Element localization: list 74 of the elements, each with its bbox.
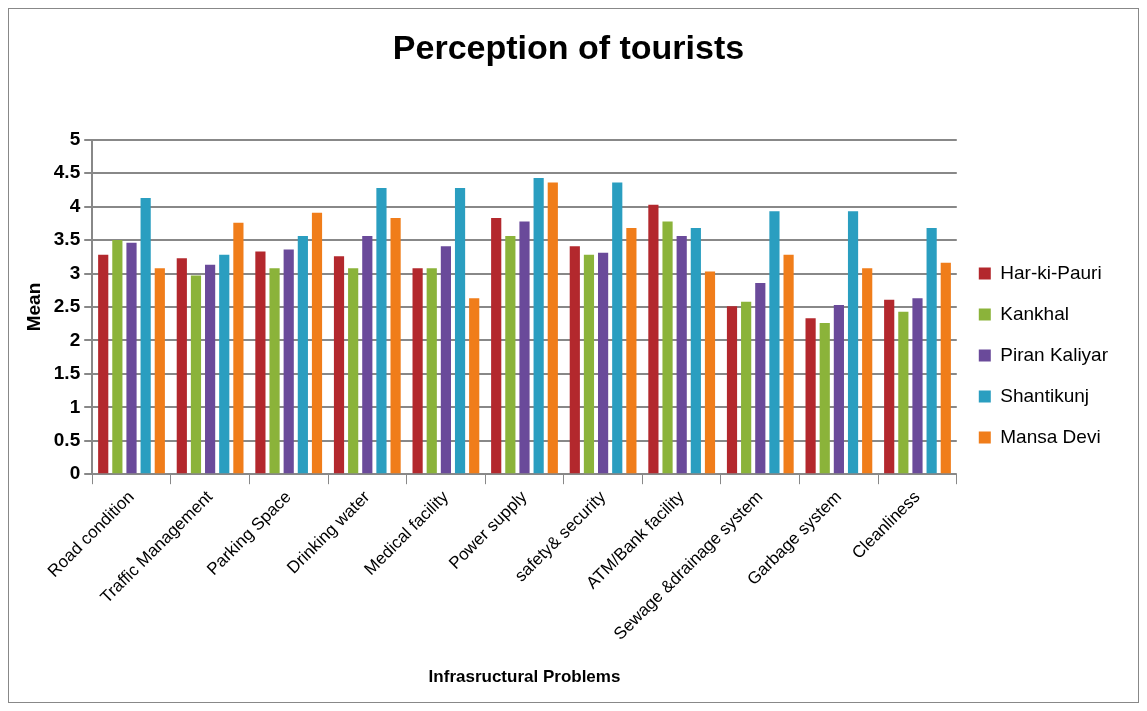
bar: [626, 228, 637, 474]
bar: [547, 182, 558, 474]
bar: [833, 304, 844, 474]
bar: [862, 268, 873, 474]
bar: [362, 236, 373, 474]
y-tick-label: 1: [69, 395, 81, 417]
y-axis-title: Mean: [22, 282, 44, 332]
bar: [612, 182, 623, 474]
bar: [648, 204, 659, 474]
bar: [126, 242, 137, 474]
bar: [533, 177, 544, 474]
bar: [805, 318, 816, 474]
legend-label: Har-ki-Pauri: [1000, 261, 1102, 283]
bar: [269, 268, 280, 474]
bar: [912, 298, 923, 474]
y-tick-label: 4: [69, 194, 81, 216]
bar: [440, 246, 451, 474]
bar: [519, 221, 530, 474]
bar: [847, 211, 859, 474]
bar: [662, 221, 673, 474]
chart-title: Perception of tourists: [392, 27, 745, 66]
legend-label: Mansa Devi: [1000, 425, 1101, 447]
x-axis-title: Infrasructural Problems: [428, 667, 621, 687]
bar: [390, 218, 401, 474]
y-tick-label: 0.5: [53, 428, 81, 450]
bar: [297, 236, 308, 474]
y-tick-label: 4.5: [53, 161, 81, 183]
bar: [98, 254, 109, 474]
bar: [676, 236, 687, 474]
bar: [219, 254, 230, 474]
bar: [176, 258, 187, 474]
bar: [348, 268, 359, 474]
bar: [491, 218, 502, 474]
bar: [940, 262, 951, 474]
bar: [255, 251, 266, 474]
bar: [233, 222, 244, 474]
bar: [569, 246, 580, 474]
bar: [726, 306, 738, 474]
bar: [154, 268, 165, 474]
bar: [190, 275, 202, 474]
legend-label: Shantikunj: [1000, 384, 1090, 406]
bar: [283, 249, 294, 474]
y-tick-label: 2: [69, 328, 81, 350]
bar: [769, 211, 780, 474]
bar: [690, 228, 701, 474]
legend-label: Kankhal: [1000, 302, 1069, 324]
bar: [376, 187, 387, 474]
bar: [783, 254, 794, 474]
bar: [884, 299, 895, 474]
legend-label: Piran Kaliyar: [1000, 343, 1109, 365]
y-tick-label: 3.5: [53, 228, 81, 250]
bar: [819, 323, 830, 474]
bar: [454, 187, 466, 474]
bar: [311, 212, 323, 474]
bar: [583, 254, 595, 474]
bar: [469, 298, 480, 474]
bar: [926, 228, 937, 474]
bar: [426, 268, 437, 474]
bar: [412, 268, 423, 474]
y-tick-label: 1.5: [53, 362, 81, 384]
bar: [898, 311, 909, 474]
y-tick-label: 2.5: [53, 295, 81, 317]
bar: [755, 282, 766, 474]
bar: [205, 264, 216, 474]
bar: [112, 240, 123, 474]
bar: [704, 271, 716, 474]
bar: [505, 236, 516, 474]
bar: [741, 301, 752, 474]
bar: [333, 256, 345, 474]
y-tick-label: 0: [69, 462, 81, 484]
bar: [140, 197, 151, 474]
bar: [598, 252, 609, 474]
y-tick-label: 5: [69, 128, 81, 150]
y-tick-label: 3: [69, 261, 81, 283]
